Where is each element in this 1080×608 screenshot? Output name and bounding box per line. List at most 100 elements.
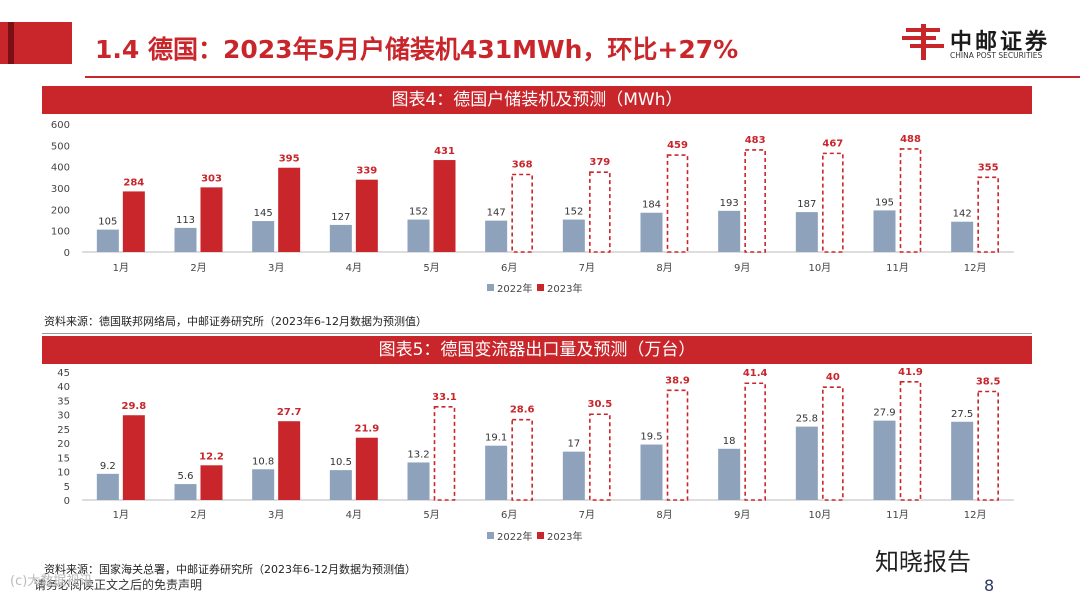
data-label-2022: 10.5	[330, 457, 352, 468]
data-label-2023: 41.9	[898, 367, 923, 378]
corner-accent-stripe	[8, 22, 14, 64]
legend-swatch-2023	[537, 284, 544, 291]
x-tick-label: 4月	[346, 509, 362, 521]
data-label-2022: 5.6	[178, 471, 194, 482]
data-label-2023: 284	[123, 177, 144, 188]
bar-2022	[485, 445, 508, 500]
x-tick-label: 8月	[656, 509, 672, 521]
bar-2023-forecast	[977, 390, 999, 501]
data-label-2023: 41.4	[743, 368, 768, 379]
bar-2022	[795, 426, 818, 500]
bar-2023-forecast	[666, 389, 689, 501]
y-tick-label: 200	[51, 205, 70, 216]
bar-2022	[329, 470, 352, 500]
bar-2022	[718, 448, 741, 500]
bar-2022	[252, 469, 275, 500]
data-label-2022: 19.5	[640, 432, 662, 443]
legend-label-2022: 2022年	[497, 282, 532, 295]
data-label-2023: 483	[745, 135, 766, 146]
bar-2023-forecast	[511, 173, 533, 253]
x-tick-label: 9月	[734, 262, 750, 274]
bar-2022	[951, 421, 974, 500]
data-label-2023: 339	[356, 166, 377, 177]
y-tick-label: 0	[64, 496, 70, 507]
watermark-right: 知晓报告	[875, 548, 971, 576]
y-tick-label: 0	[64, 248, 70, 259]
logo-english-name: CHINA POST SECURITIES	[950, 51, 1043, 60]
bar-2023	[122, 191, 145, 252]
bar-2022	[951, 221, 974, 252]
chart1-title-band: 图表4：德国户储装机及预测（MWh）	[42, 86, 1032, 114]
y-tick-label: 45	[57, 368, 70, 379]
disclaimer-note: 请务必阅读正文之后的免责声明	[34, 578, 203, 592]
data-label-2023: 38.5	[976, 376, 1001, 387]
data-label-2023: 28.6	[510, 405, 535, 416]
bar-2023-forecast	[899, 381, 922, 501]
chart2-source: 资料来源：国家海关总署，中邮证券研究所（2023年6-12月数据为预测值）	[44, 563, 416, 576]
x-tick-label: 4月	[346, 262, 362, 274]
bar-2022	[562, 219, 585, 252]
bar-2023-forecast	[589, 413, 611, 501]
data-label-2022: 19.1	[485, 433, 507, 444]
y-tick-label: 10	[57, 468, 70, 479]
bar-2022	[485, 220, 508, 252]
bar-2023	[200, 465, 223, 500]
data-label-2022: 113	[176, 215, 195, 226]
data-label-2022: 184	[642, 200, 661, 211]
data-label-2022: 27.9	[873, 408, 895, 419]
x-tick-label: 11月	[886, 262, 909, 274]
x-tick-label: 6月	[501, 262, 517, 274]
bar-2023-forecast	[511, 418, 533, 501]
bar-2022	[96, 473, 119, 500]
bar-2022	[795, 212, 818, 252]
data-label-2023: 431	[434, 146, 455, 157]
data-label-2023: 33.1	[432, 392, 457, 403]
bar-2023-forecast	[433, 406, 456, 501]
data-label-2023: 395	[279, 154, 300, 165]
data-label-2023: 40	[826, 372, 840, 383]
data-label-2023: 303	[201, 173, 222, 184]
y-tick-label: 600	[51, 120, 70, 131]
data-label-2022: 152	[409, 207, 428, 218]
x-tick-label: 8月	[656, 262, 672, 274]
chart-legend: 2022年 2023年	[487, 530, 582, 543]
y-tick-label: 30	[57, 411, 70, 422]
x-tick-label: 10月	[808, 509, 831, 521]
legend-swatch-2022	[487, 532, 494, 539]
x-tick-label: 12月	[964, 262, 987, 274]
y-tick-label: 100	[51, 227, 70, 238]
bar-2023-forecast	[744, 382, 766, 501]
data-label-2022: 195	[875, 197, 894, 208]
x-tick-label: 5月	[423, 509, 439, 521]
data-label-2023: 27.7	[277, 407, 302, 418]
data-label-2023: 488	[900, 134, 921, 145]
y-tick-label: 25	[57, 425, 70, 436]
bar-2022	[252, 221, 275, 252]
x-tick-label: 7月	[579, 509, 595, 521]
data-label-2022: 13.2	[407, 449, 429, 460]
bar-2023-forecast	[744, 149, 766, 253]
bar-2023	[278, 167, 301, 252]
x-tick-label: 10月	[808, 262, 831, 274]
y-tick-label: 300	[51, 184, 70, 195]
x-tick-label: 5月	[423, 262, 439, 274]
data-label-2023: 355	[978, 162, 999, 173]
page-number: 8	[984, 576, 995, 595]
bar-2022	[562, 451, 585, 500]
y-tick-label: 40	[57, 382, 70, 393]
bar-2022	[407, 219, 430, 252]
data-label-2022: 9.2	[100, 461, 116, 472]
data-label-2022: 18	[723, 436, 736, 447]
bar-2023-forecast	[666, 154, 689, 253]
slide-title: 1.4 德国：2023年5月户储装机431MWh，环比+27%	[95, 35, 739, 64]
legend-label-2023: 2023年	[547, 282, 582, 295]
chart-inverter-exports: 0 5 10 15 20 25 30 35 40 45 9.2 29.8 1月 5.6 12.2 2月 10.8…	[57, 367, 1014, 543]
data-label-2022: 17	[567, 439, 580, 450]
bar-2022	[174, 227, 197, 252]
company-logo: 中邮证券 CHINA POST SECURITIES	[902, 20, 1072, 70]
bar-2023-forecast	[589, 171, 611, 253]
legend-label-2023: 2023年	[547, 530, 582, 543]
bar-2023	[355, 179, 378, 252]
bar-2022	[329, 224, 352, 252]
watermark-left: (c)大数据视讯	[10, 574, 93, 589]
